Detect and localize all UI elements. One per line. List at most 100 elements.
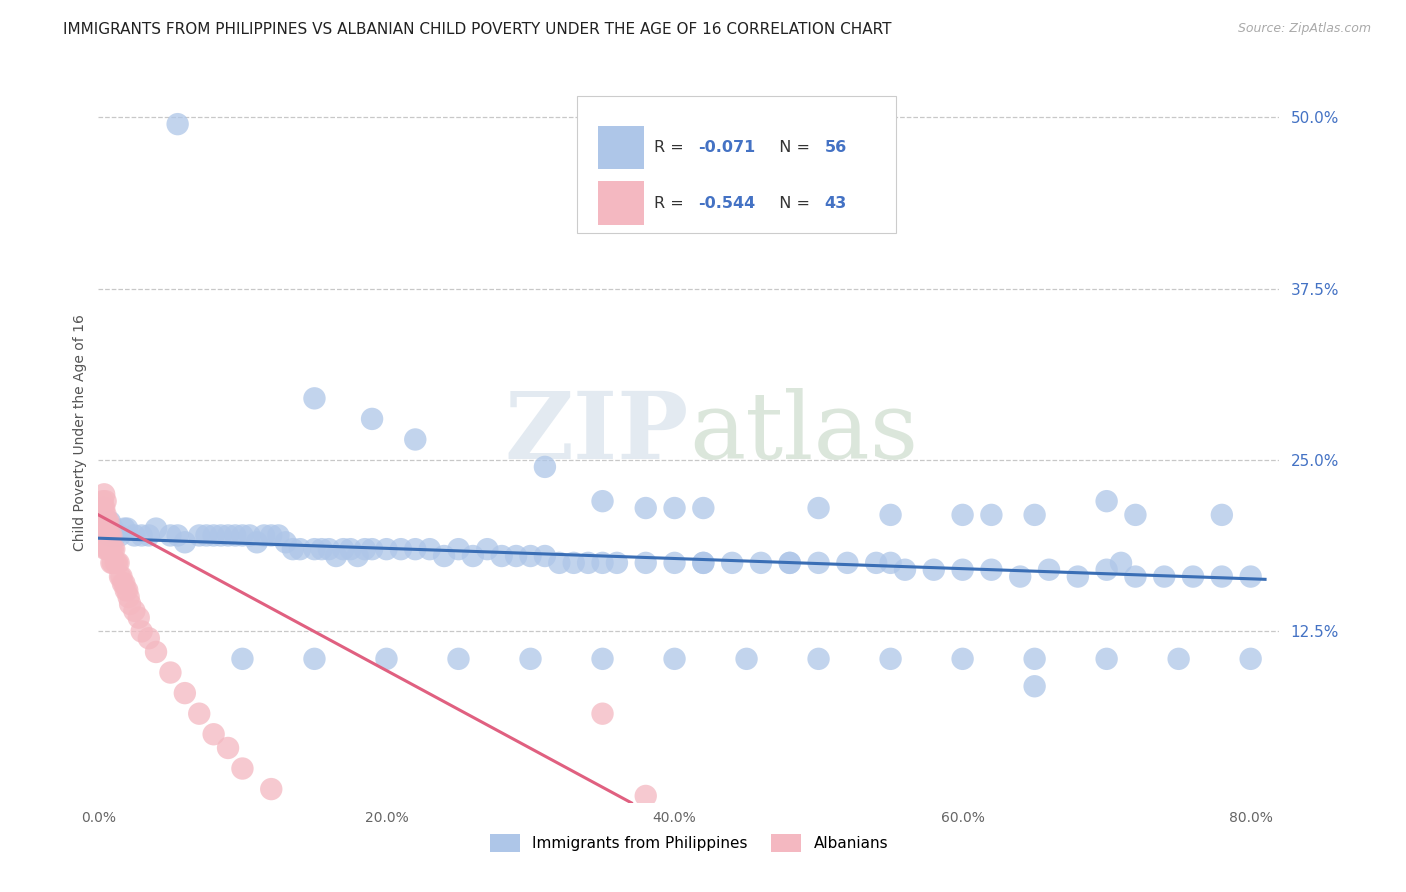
Point [879, 508, 901, 522]
Point [534, 459, 557, 474]
Point [1167, 652, 1189, 666]
Point [318, 542, 340, 557]
Point [104, 556, 127, 570]
Point [100, 556, 122, 570]
Point [304, 392, 326, 406]
Text: 43: 43 [825, 195, 846, 211]
Point [101, 528, 124, 542]
Point [433, 549, 456, 563]
Point [145, 645, 167, 659]
Point [159, 665, 181, 680]
Point [96, 528, 118, 542]
Point [288, 542, 311, 557]
Point [145, 522, 167, 536]
Point [325, 549, 347, 563]
Point [519, 549, 541, 563]
Point [101, 522, 124, 536]
Point [1125, 569, 1147, 583]
Point [253, 528, 276, 542]
Point [231, 652, 253, 666]
Text: atlas: atlas [689, 388, 918, 477]
Point [166, 528, 188, 542]
Point [576, 556, 599, 570]
Point [692, 556, 714, 570]
Point [404, 542, 426, 557]
Point [100, 542, 122, 557]
Point [980, 508, 1002, 522]
Text: N =: N = [769, 195, 815, 211]
Point [592, 706, 614, 721]
FancyBboxPatch shape [598, 126, 644, 169]
Text: 56: 56 [825, 140, 846, 155]
Point [692, 556, 714, 570]
Text: -0.544: -0.544 [699, 195, 755, 211]
Point [188, 706, 211, 721]
Point [304, 542, 326, 557]
Point [735, 652, 758, 666]
Point [1024, 652, 1046, 666]
Point [1095, 563, 1118, 577]
Point [837, 556, 859, 570]
Point [118, 590, 141, 604]
Point [634, 501, 657, 516]
Point [952, 508, 974, 522]
Point [101, 542, 124, 557]
Point [94, 522, 117, 536]
Point [664, 501, 686, 516]
Point [260, 528, 283, 542]
Point [231, 528, 253, 542]
Point [534, 549, 557, 563]
Point [548, 556, 571, 570]
Point [97, 542, 120, 557]
Point [491, 549, 513, 563]
Point [91, 515, 114, 529]
Point [94, 508, 117, 522]
Point [104, 528, 127, 542]
Point [749, 556, 772, 570]
Point [721, 556, 744, 570]
Point [96, 515, 118, 529]
Point [1109, 556, 1132, 570]
Point [93, 501, 115, 516]
Point [267, 528, 290, 542]
Point [98, 528, 121, 542]
Point [807, 556, 830, 570]
Point [339, 542, 361, 557]
Point [103, 542, 125, 557]
Point [98, 542, 121, 557]
Point [159, 528, 181, 542]
Point [101, 556, 124, 570]
Point [202, 727, 225, 741]
Point [202, 528, 225, 542]
Point [1240, 569, 1263, 583]
Point [110, 569, 132, 583]
Point [404, 433, 426, 447]
Point [1024, 679, 1046, 693]
Point [692, 501, 714, 516]
Point [188, 528, 211, 542]
Point [112, 576, 135, 591]
Point [779, 556, 801, 570]
Point [131, 624, 153, 639]
Point [217, 741, 239, 756]
Point [311, 542, 333, 557]
Point [477, 542, 499, 557]
Point [1038, 563, 1060, 577]
Point [807, 652, 830, 666]
Point [592, 556, 614, 570]
Point [1010, 569, 1032, 583]
Point [1240, 652, 1263, 666]
Point [879, 556, 901, 570]
Point [1182, 569, 1205, 583]
Point [94, 542, 117, 557]
Point [346, 549, 368, 563]
Point [879, 652, 901, 666]
Point [97, 528, 120, 542]
Point [389, 542, 412, 557]
Point [1024, 508, 1046, 522]
Point [779, 556, 801, 570]
FancyBboxPatch shape [598, 181, 644, 225]
Point [91, 501, 114, 516]
Point [93, 528, 115, 542]
Point [93, 487, 115, 501]
